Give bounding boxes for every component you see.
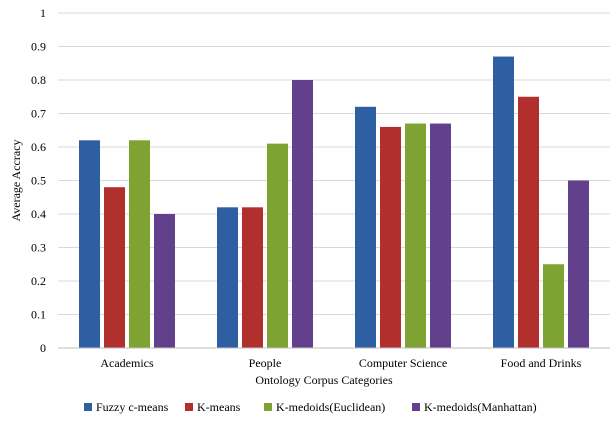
legend-label: K-medoids(Manhattan) <box>424 400 537 414</box>
y-tick-label: 0 <box>40 341 46 355</box>
bar-k-medoids-euclidean--computer-science <box>405 123 426 348</box>
bar-k-means-food-and-drinks <box>518 96 539 348</box>
bar-k-medoids-euclidean--food-and-drinks <box>543 264 564 348</box>
legend-swatch <box>185 403 193 411</box>
bar-fuzzy-c-means-academics <box>79 140 100 348</box>
bar-k-medoids-manhattan--food-and-drinks <box>568 180 589 348</box>
x-axis-title: Ontology Corpus Categories <box>255 373 393 387</box>
y-axis-title: Average Accracy <box>9 139 23 221</box>
x-category-label: Academics <box>100 356 154 370</box>
legend-swatch <box>412 403 420 411</box>
legend-swatch <box>84 403 92 411</box>
y-tick-label: 0.5 <box>31 174 46 188</box>
bar-fuzzy-c-means-computer-science <box>355 106 376 348</box>
y-tick-label: 0.7 <box>31 107 46 121</box>
legend-label: K-means <box>197 400 241 414</box>
bars <box>79 56 589 349</box>
y-tick-label: 0.4 <box>31 207 46 221</box>
bar-k-means-people <box>242 207 263 348</box>
y-tick-label: 0.6 <box>31 140 46 154</box>
bar-k-medoids-euclidean--people <box>267 143 288 348</box>
bar-k-means-academics <box>104 187 125 348</box>
bar-k-means-computer-science <box>380 126 401 349</box>
y-tick-label: 0.9 <box>31 40 46 54</box>
y-tick-label: 0.1 <box>31 308 46 322</box>
x-category-labels: Academics People Computer Science Food and … <box>100 356 581 370</box>
bar-fuzzy-c-means-food-and-drinks <box>493 56 514 349</box>
x-category-label: Food and Drinks <box>501 356 582 370</box>
bar-k-medoids-manhattan--computer-science <box>430 123 451 348</box>
y-tick-label: 0.2 <box>31 274 46 288</box>
x-category-label: Computer Science <box>359 356 447 370</box>
legend-label: Fuzzy c-means <box>96 400 169 414</box>
x-category-label: People <box>249 356 282 370</box>
y-tick-label: 1 <box>40 6 46 20</box>
y-tick-label: 0.3 <box>31 241 46 255</box>
legend-swatch <box>264 403 272 411</box>
legend-label: K-medoids(Euclidean) <box>276 400 385 414</box>
bar-fuzzy-c-means-people <box>217 207 238 348</box>
bar-k-medoids-manhattan--people <box>292 80 313 348</box>
bar-k-medoids-manhattan--academics <box>154 214 175 348</box>
bar-k-medoids-euclidean--academics <box>129 140 150 348</box>
y-tick-label: 0.8 <box>31 73 46 87</box>
y-tick-labels: 0 0.1 0.2 0.3 0.4 0.5 0.6 0.7 0.8 0.9 1 <box>31 6 46 355</box>
legend: Fuzzy c-means K-means K-medoids(Euclidean)… <box>84 400 537 414</box>
